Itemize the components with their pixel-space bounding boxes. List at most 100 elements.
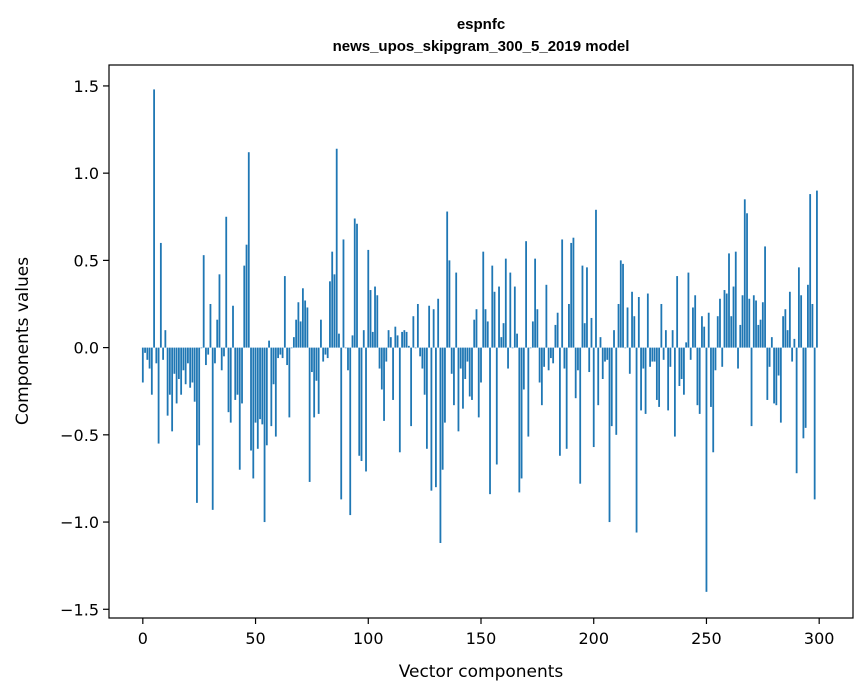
bar-component-265 bbox=[739, 324, 742, 348]
bar-component-59 bbox=[274, 347, 277, 437]
bar-component-120 bbox=[412, 316, 415, 348]
bar-component-78 bbox=[317, 347, 320, 414]
bar-component-217 bbox=[631, 291, 633, 348]
bar-component-156 bbox=[493, 291, 496, 348]
bar-component-204 bbox=[601, 347, 604, 380]
bar-component-231 bbox=[662, 347, 665, 360]
bar-component-235 bbox=[671, 330, 674, 348]
bar-component-41 bbox=[234, 347, 237, 400]
bar-component-13 bbox=[171, 347, 174, 432]
bar-component-267 bbox=[743, 199, 746, 348]
bar-component-239 bbox=[680, 347, 683, 380]
bar-component-72 bbox=[304, 300, 307, 348]
bar-component-76 bbox=[313, 347, 316, 418]
bar-component-190 bbox=[570, 242, 573, 348]
bar-component-282 bbox=[777, 347, 780, 376]
bar-component-268 bbox=[746, 213, 748, 348]
bar-component-144 bbox=[466, 347, 469, 362]
bar-component-75 bbox=[311, 347, 313, 373]
bar-component-38 bbox=[227, 347, 230, 413]
bar-component-1 bbox=[144, 347, 146, 353]
bar-component-123 bbox=[419, 347, 422, 357]
bar-component-118 bbox=[407, 345, 410, 348]
chart-subtitle: news_upos_skipgram_300_5_2019 model bbox=[333, 38, 630, 55]
bar-component-30 bbox=[209, 303, 212, 348]
bar-component-26 bbox=[200, 347, 203, 349]
bar-component-222 bbox=[642, 347, 645, 369]
bar-component-291 bbox=[797, 267, 800, 348]
bar-component-246 bbox=[696, 347, 699, 406]
bar-component-113 bbox=[396, 335, 399, 348]
bar-component-284 bbox=[782, 316, 785, 348]
bar-component-173 bbox=[531, 321, 534, 348]
bar-component-106 bbox=[380, 347, 383, 390]
bar-component-212 bbox=[619, 260, 622, 348]
bar-component-8 bbox=[159, 242, 162, 348]
bar-component-188 bbox=[565, 347, 568, 449]
bar-component-168 bbox=[520, 347, 523, 479]
bar-component-278 bbox=[768, 347, 771, 367]
bar-component-244 bbox=[692, 307, 694, 348]
bar-component-253 bbox=[712, 347, 715, 453]
bar-component-219 bbox=[635, 347, 638, 533]
bar-component-87 bbox=[338, 333, 340, 348]
bar-component-178 bbox=[543, 347, 546, 367]
bar-component-49 bbox=[252, 347, 255, 479]
bar-component-263 bbox=[734, 251, 737, 348]
bar-component-91 bbox=[347, 347, 349, 371]
bar-component-247 bbox=[698, 347, 701, 414]
bar-component-169 bbox=[522, 347, 525, 390]
bar-component-285 bbox=[784, 309, 787, 348]
bar-component-213 bbox=[622, 263, 624, 348]
bar-component-16 bbox=[177, 347, 180, 380]
bar-component-221 bbox=[640, 347, 642, 411]
y-tick-label: −1.5 bbox=[60, 600, 99, 619]
bar-component-286 bbox=[786, 330, 789, 348]
bar-component-35 bbox=[220, 347, 223, 371]
bar-component-24 bbox=[196, 347, 198, 503]
bar-component-97 bbox=[360, 347, 363, 461]
bar-component-51 bbox=[256, 347, 259, 449]
bar-component-151 bbox=[482, 251, 485, 348]
bar-component-116 bbox=[403, 330, 406, 348]
bar-component-45 bbox=[243, 265, 246, 348]
bar-component-131 bbox=[437, 298, 440, 348]
bar-component-232 bbox=[664, 330, 667, 348]
bar-component-67 bbox=[292, 337, 295, 348]
bar-component-281 bbox=[775, 347, 778, 406]
y-tick-label: −1.0 bbox=[60, 513, 99, 532]
bar-component-167 bbox=[518, 347, 521, 493]
bar-component-183 bbox=[554, 324, 557, 348]
bar-component-52 bbox=[259, 347, 261, 420]
bar-component-73 bbox=[306, 307, 309, 348]
bar-component-42 bbox=[236, 347, 239, 395]
bar-component-193 bbox=[577, 347, 579, 371]
bar-component-94 bbox=[353, 218, 356, 348]
bar-component-96 bbox=[358, 347, 361, 456]
bar-component-39 bbox=[229, 347, 232, 423]
bar-component-129 bbox=[432, 309, 435, 348]
bar-component-227 bbox=[653, 347, 656, 362]
bar-component-141 bbox=[459, 347, 462, 369]
bar-component-199 bbox=[590, 317, 593, 348]
bar-component-206 bbox=[606, 347, 609, 360]
bar-component-273 bbox=[757, 324, 760, 348]
bar-component-197 bbox=[586, 267, 588, 348]
bar-component-12 bbox=[168, 347, 171, 395]
bar-component-134 bbox=[444, 347, 446, 423]
bar-component-194 bbox=[579, 347, 582, 484]
bar-component-142 bbox=[462, 347, 464, 409]
bar-component-34 bbox=[218, 274, 221, 348]
bar-component-92 bbox=[349, 347, 352, 516]
bar-component-61 bbox=[279, 347, 282, 355]
bar-component-37 bbox=[225, 216, 228, 348]
bar-component-277 bbox=[766, 347, 769, 400]
bar-component-224 bbox=[646, 293, 649, 348]
bar-component-171 bbox=[527, 347, 530, 437]
bar-component-260 bbox=[728, 253, 730, 348]
bar-component-182 bbox=[552, 347, 555, 364]
plot-frame bbox=[108, 64, 854, 619]
bar-component-132 bbox=[439, 347, 442, 543]
bar-component-127 bbox=[428, 305, 431, 348]
bar-component-5 bbox=[153, 89, 155, 348]
